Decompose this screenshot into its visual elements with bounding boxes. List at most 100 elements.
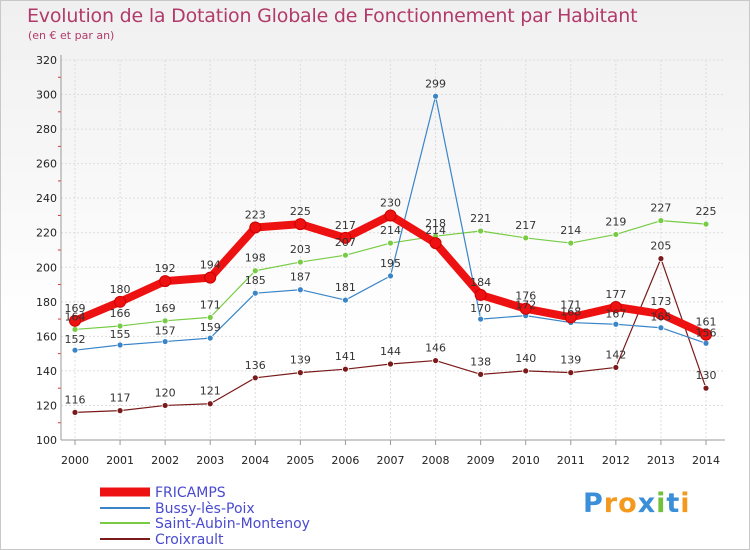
fricamps-point — [429, 237, 442, 250]
bussy-les-poix-data-label: 168 — [560, 306, 581, 319]
y-tick-label: 100 — [36, 434, 57, 447]
croixrault-point — [116, 407, 124, 415]
croixrault-point — [296, 369, 304, 377]
saint-aubin-montenoy-point — [71, 326, 79, 333]
fricamps-data-label: 169 — [65, 302, 86, 315]
fricamps-point — [204, 271, 217, 284]
croixrault-data-label: 141 — [335, 350, 356, 363]
saint-aubin-montenoy-point — [296, 258, 304, 266]
x-tick-label: 2012 — [602, 454, 630, 467]
croixrault-data-label: 121 — [200, 385, 221, 398]
croixrault-point — [387, 360, 394, 368]
fricamps-data-label: 223 — [245, 209, 266, 222]
x-tick-label: 2001 — [106, 454, 134, 467]
bussy-les-poix-data-label: 172 — [515, 299, 536, 312]
y-tick-label: 140 — [36, 365, 57, 378]
data-labels: 169 180 192 194 223 225 217 230 214 184 176 171 177 1… — [65, 77, 717, 406]
y-tick-label: 120 — [36, 399, 57, 412]
x-tick-label: 2013 — [647, 454, 675, 467]
y-tick-label: 320 — [36, 54, 57, 67]
chart-subtitle: (en € et par an) — [28, 29, 115, 42]
saint-aubin-montenoy-point — [342, 251, 349, 259]
bussy-les-poix-legend-label: Bussy-lès-Poix — [155, 501, 255, 517]
fricamps-point — [654, 307, 667, 320]
bussy-les-poix-point — [251, 289, 259, 297]
fricamps-data-label: 176 — [515, 290, 536, 303]
saint-aubin-montenoy-data-label: 207 — [335, 236, 356, 249]
saint-aubin-montenoy-point — [702, 220, 710, 228]
bussy-les-poix-point — [702, 339, 710, 347]
croixrault-data-label: 120 — [155, 386, 176, 399]
croixrault-data-label: 146 — [425, 342, 446, 355]
bussy-les-poix-data-label: 156 — [696, 326, 717, 339]
y-tick-label: 200 — [36, 261, 57, 274]
bussy-les-poix-data-label: 170 — [470, 302, 491, 315]
saint-aubin-montenoy-data-label: 169 — [155, 302, 176, 315]
bussy-les-poix-point — [432, 92, 439, 100]
bussy-les-poix-point — [657, 324, 665, 332]
x-tick-label: 2011 — [557, 454, 585, 467]
croixrault-point — [522, 367, 530, 375]
croixrault-data-label: 116 — [65, 393, 86, 406]
croixrault-point — [161, 402, 169, 409]
bussy-les-poix-point — [71, 346, 79, 354]
y-tick-label: 160 — [36, 330, 57, 343]
croixrault-data-label: 130 — [696, 369, 717, 382]
fricamps-data-label: 230 — [380, 196, 401, 209]
croixrault-legend-label: Croixrault — [155, 532, 224, 548]
bussy-les-poix-data-label: 181 — [335, 281, 356, 294]
saint-aubin-montenoy-data-label: 166 — [110, 307, 131, 320]
logo-letter: o — [618, 488, 638, 519]
fricamps-point — [609, 301, 622, 313]
croixrault-data-label: 142 — [605, 348, 626, 361]
y-tick-label: 220 — [36, 227, 57, 240]
saint-aubin-montenoy-data-label: 203 — [290, 243, 311, 256]
fricamps-point — [564, 311, 577, 324]
fricamps-data-label: 194 — [200, 259, 221, 272]
fricamps-data-label: 192 — [155, 262, 176, 275]
x-tick-label: 2005 — [286, 454, 314, 467]
x-tick-label: 2008 — [422, 454, 450, 467]
chart-title: Evolution de la Dotation Globale de Fonc… — [27, 5, 638, 27]
bussy-les-poix-data-label: 167 — [605, 307, 626, 320]
bussy-les-poix-data-label: 155 — [110, 328, 131, 341]
saint-aubin-montenoy-point — [206, 313, 214, 321]
x-tick-label: 2003 — [196, 454, 224, 467]
saint-aubin-montenoy-data-label: 214 — [560, 224, 581, 237]
saint-aubin-montenoy-data-label: 225 — [696, 205, 717, 218]
y-tick-label: 260 — [36, 158, 57, 171]
bussy-les-poix-data-label: 152 — [65, 333, 86, 346]
x-tick-label: 2010 — [512, 454, 540, 467]
y-tick-label: 240 — [36, 192, 57, 205]
logo-letter: t — [666, 488, 681, 519]
fricamps-point — [294, 218, 307, 231]
fricamps-data-label: 161 — [696, 316, 717, 329]
bussy-les-poix-point — [342, 296, 349, 304]
x-tick-label: 2006 — [331, 454, 359, 467]
x-tick-label: 2014 — [692, 454, 720, 467]
x-tick-label: 2009 — [467, 454, 495, 467]
bussy-les-poix-point — [116, 341, 124, 349]
bussy-les-poix-data-label: 187 — [290, 271, 311, 284]
saint-aubin-montenoy-point — [612, 231, 620, 238]
bussy-les-poix-data-label: 165 — [650, 311, 671, 324]
fricamps-point — [700, 328, 712, 341]
fricamps-legend-label: FRICAMPS — [155, 485, 226, 501]
grid-lines — [61, 59, 725, 441]
croixrault-point — [477, 370, 485, 378]
chart-legend: FRICAMPSBussy-lès-PoixSaint-Aubin-Monten… — [100, 485, 310, 548]
bussy-les-poix-point — [161, 338, 169, 345]
bussy-les-poix-point — [387, 272, 394, 280]
fricamps-data-label: 184 — [470, 276, 491, 289]
croixrault-data-label: 140 — [515, 352, 536, 365]
fricamps-point — [159, 275, 172, 288]
x-tick-label: 2002 — [151, 454, 179, 467]
bussy-les-poix-data-label: 299 — [425, 77, 446, 90]
bussy-les-poix-data-label: 195 — [380, 257, 401, 270]
saint-aubin-montenoy-point — [161, 317, 169, 325]
logo-letter: r — [603, 488, 619, 519]
bussy-les-poix-data-label: 157 — [155, 325, 176, 338]
fricamps-data-label: 177 — [605, 288, 626, 301]
croixrault-data-label: 139 — [560, 354, 581, 367]
saint-aubin-montenoy-data-label: 171 — [200, 298, 221, 311]
